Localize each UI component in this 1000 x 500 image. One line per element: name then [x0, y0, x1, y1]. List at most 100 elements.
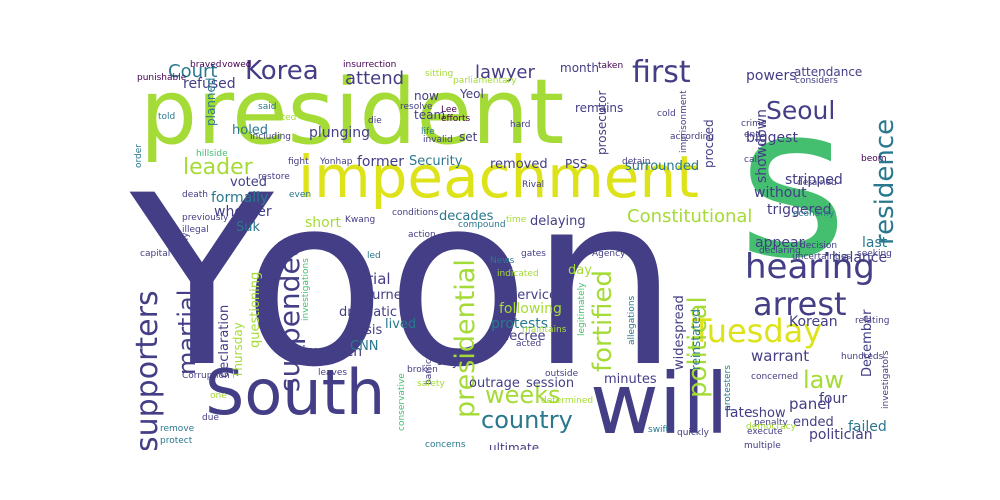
word-parliamentary: parliamentary — [453, 76, 517, 86]
word-constitutional: Constitutional — [627, 206, 753, 227]
word-call: call — [744, 155, 760, 165]
word-formally: formally — [211, 190, 269, 206]
word-law: law — [803, 366, 845, 394]
word-korean: Korean — [789, 314, 838, 330]
word-protect: protect — [160, 436, 193, 446]
word-legitimately: legitimately — [577, 282, 587, 336]
word-show: show — [752, 406, 786, 421]
word-prosecutor: prosecutor — [595, 90, 609, 155]
word-action: action — [408, 230, 436, 240]
word-detain: detain — [622, 157, 651, 167]
word-service: Service — [509, 288, 558, 303]
word-widespread: widespread — [672, 295, 687, 370]
word-even: even — [289, 190, 312, 200]
word-failed: failed — [848, 419, 887, 435]
word-ultimate: ultimate — [489, 441, 540, 450]
word-now: now — [414, 89, 439, 103]
word-impeachment: impeachment — [298, 143, 699, 211]
word-conservative: conservative — [397, 373, 407, 431]
word-resolve: resolve — [400, 102, 433, 112]
word-corruption: Corruption — [182, 371, 230, 381]
word-remove: remove — [160, 424, 195, 434]
word-allegations: allegations — [627, 295, 637, 345]
word-restore: restore — [258, 172, 290, 182]
word-pss: PSS — [565, 157, 588, 171]
word-fortified: fortified — [588, 269, 618, 372]
word-cold: cold — [657, 109, 676, 119]
word-suspended: suspended — [273, 239, 306, 392]
word-yonhap: Yonhap — [320, 157, 353, 167]
word-plunging: plunging — [309, 125, 371, 141]
word-capital: capital — [140, 249, 171, 259]
word-fate: fate — [725, 405, 753, 421]
word-imprisonment: imprisonment — [679, 90, 689, 153]
word-warrant: warrant — [751, 347, 810, 365]
word-fight: fight — [288, 157, 309, 167]
word-following: following — [499, 301, 562, 317]
word-thursday: Thursday — [231, 322, 245, 378]
word-illegal: illegal — [182, 225, 209, 235]
word-korea: Korea — [245, 56, 319, 86]
word-investigators: investigators — [881, 350, 891, 409]
word-safety: safety — [417, 379, 445, 389]
word-team: team — [414, 108, 446, 122]
word-s: s — [738, 60, 848, 305]
word-die: die — [368, 116, 382, 126]
word-triggered: triggered — [767, 202, 832, 218]
word-declaring: declaring — [759, 246, 801, 256]
word-south: South — [205, 356, 386, 429]
word-kwang: Kwang — [345, 215, 376, 225]
word-session: session — [526, 376, 575, 391]
word-first: first — [632, 55, 691, 90]
word-indicated: indicated — [497, 269, 539, 279]
word-december: December — [860, 309, 875, 377]
word-powers: powers — [746, 68, 797, 84]
word-lee: Lee — [441, 105, 457, 115]
word-hundreds: hundreds — [841, 352, 884, 362]
word-hillside: hillside — [196, 149, 228, 159]
word-biggest: biggest — [746, 130, 798, 146]
word-martial: martial — [173, 289, 201, 375]
word-panel: panel — [789, 395, 831, 413]
word-voted: voted — [230, 175, 267, 190]
word-multiple: multiple — [744, 441, 781, 451]
word-delaying: delaying — [530, 214, 586, 229]
word-taken: taken — [598, 61, 624, 71]
word-ended: ended — [793, 415, 834, 430]
word-insurrection: insurrection — [343, 60, 397, 70]
word-penalty: penalty — [754, 418, 788, 428]
word-vowed: vowed — [222, 60, 252, 70]
word-appear: appear — [755, 235, 805, 251]
word-attend: attend — [345, 68, 405, 89]
word-cnn: CNN — [350, 339, 379, 354]
word-sitting: sitting — [425, 69, 454, 79]
word-will: will — [590, 355, 729, 450]
word-impeach: impeach — [302, 344, 363, 360]
word-efforts: efforts — [441, 114, 471, 124]
word-suk: Suk — [236, 220, 261, 235]
word-concerned: concerned — [751, 372, 799, 382]
word-lived: lived — [385, 317, 417, 332]
word-barricaded: barricaded — [424, 336, 434, 385]
word-life: life — [421, 127, 435, 137]
word-leaves: leaves — [318, 368, 348, 378]
word-heavily: heavily — [181, 232, 191, 265]
word-agency: Agency — [592, 249, 626, 259]
word-yeol: Yeol — [460, 87, 484, 101]
word-set: set — [459, 130, 478, 144]
word-day: day — [568, 263, 592, 278]
word-investigations: investigations — [301, 258, 311, 321]
word-balance: balance — [832, 250, 888, 266]
word-time: time — [506, 215, 527, 225]
word-attendance: attendance — [794, 65, 863, 79]
word-dramatic: dramatic — [339, 305, 398, 320]
word-news: News — [490, 256, 515, 266]
word-economy: economy — [793, 209, 835, 219]
word-maintains: maintains — [522, 325, 567, 335]
word-democracy: democracy — [746, 422, 796, 432]
word-trial: trial — [361, 270, 391, 288]
word-hard: hard — [510, 120, 531, 130]
word-country: country — [481, 406, 573, 434]
word-reinstated: reinstated — [689, 308, 703, 370]
word-former: former — [357, 154, 405, 170]
